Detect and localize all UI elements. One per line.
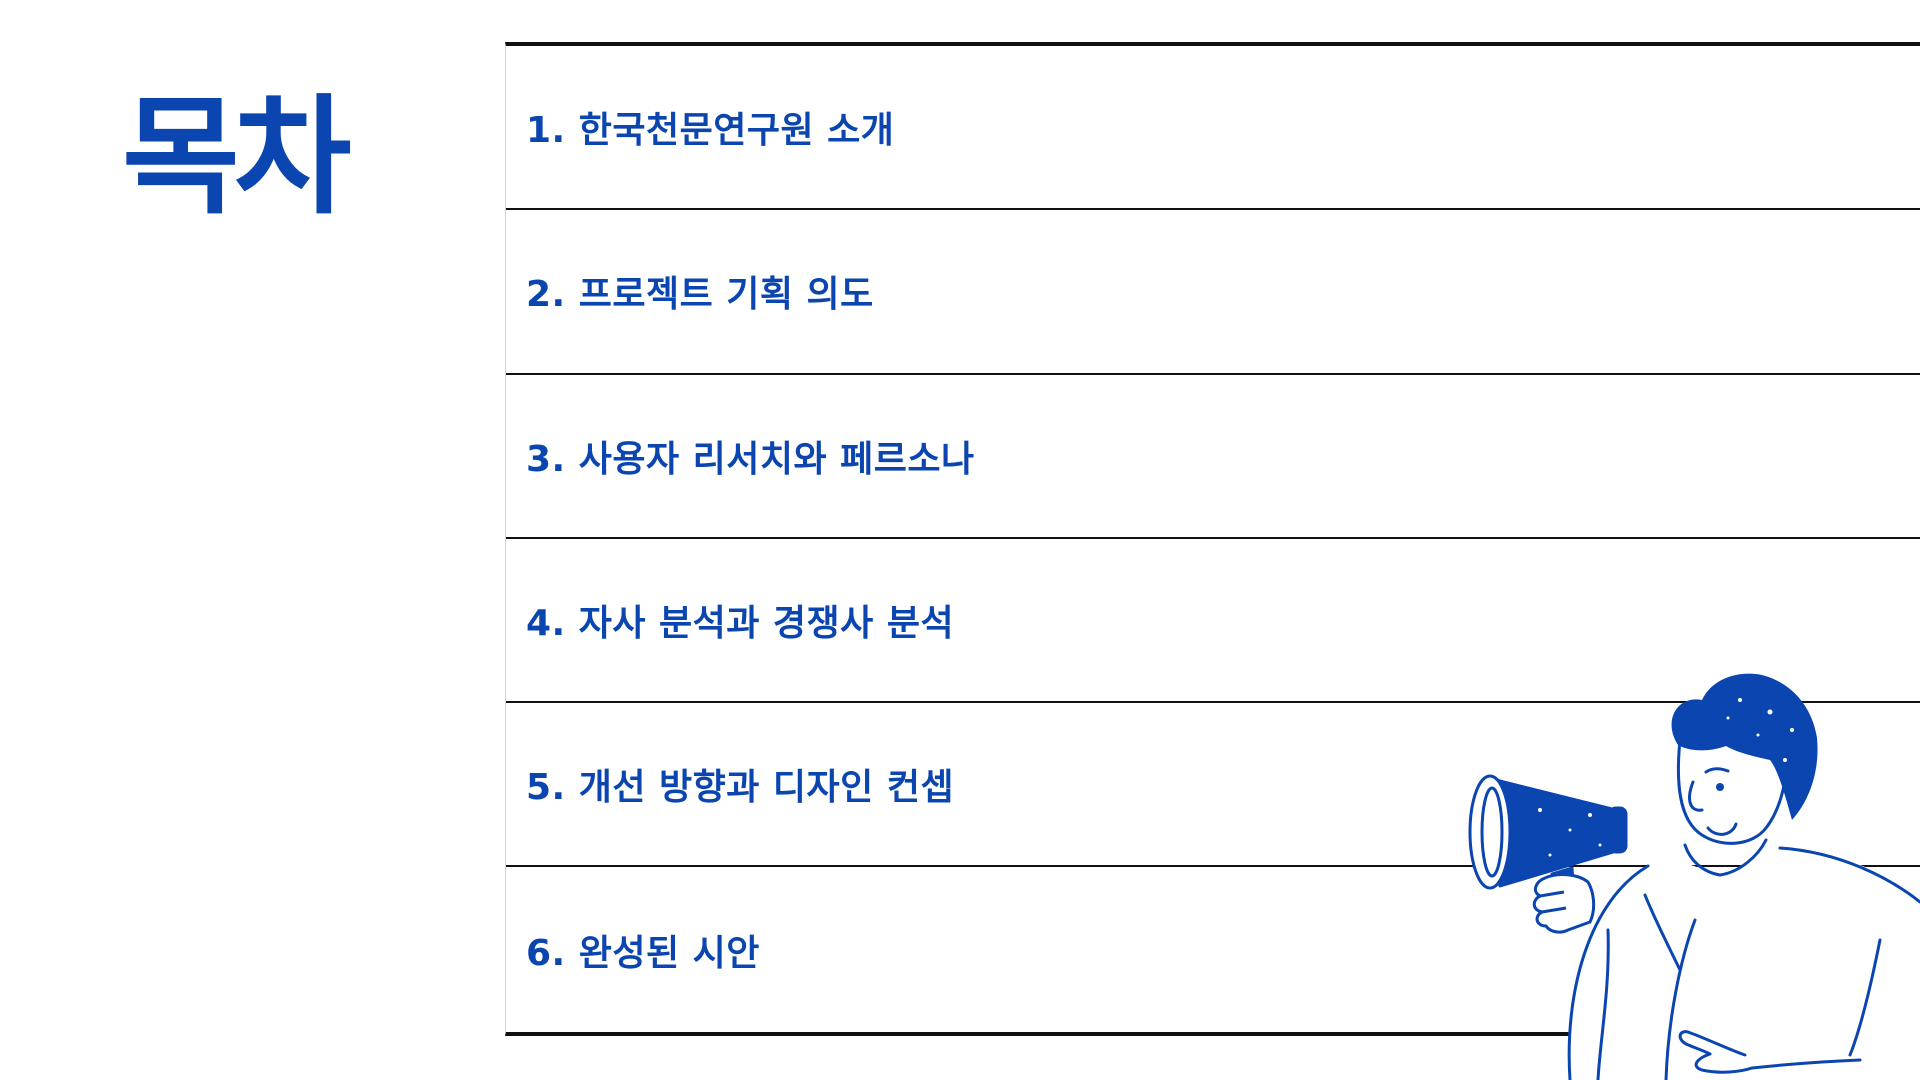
hair-shape bbox=[1671, 673, 1818, 820]
toc-item-label: 6. 완성된 시안 bbox=[526, 932, 760, 974]
toc-item-label: 4. 자사 분석과 경쟁사 분석 bbox=[526, 603, 955, 645]
toc-item-2[interactable]: 2. 프로젝트 기획 의도 bbox=[506, 210, 1920, 375]
toc-item-label: 5. 개선 방향과 디자인 컨셉 bbox=[526, 767, 955, 809]
toc-item-4[interactable]: 4. 자사 분석과 경쟁사 분석 bbox=[506, 539, 1920, 704]
page-title: 목차 bbox=[122, 83, 352, 232]
toc-item-1[interactable]: 1. 한국천문연구원 소개 bbox=[506, 46, 1920, 211]
table-of-contents: 1. 한국천문연구원 소개 2. 프로젝트 기획 의도 3. 사용자 리서치와 … bbox=[505, 42, 1920, 1036]
toc-item-label: 1. 한국천문연구원 소개 bbox=[526, 110, 895, 152]
toc-item-5[interactable]: 5. 개선 방향과 디자인 컨셉 bbox=[506, 703, 1920, 868]
toc-item-3[interactable]: 3. 사용자 리서치와 페르소나 bbox=[506, 375, 1920, 539]
toc-item-label: 2. 프로젝트 기획 의도 bbox=[526, 274, 874, 316]
toc-item-6[interactable]: 6. 완성된 시안 bbox=[506, 867, 1920, 1031]
person-with-megaphone-illustration bbox=[1468, 673, 1920, 1080]
toc-item-label: 3. 사용자 리서치와 페르소나 bbox=[526, 438, 975, 480]
